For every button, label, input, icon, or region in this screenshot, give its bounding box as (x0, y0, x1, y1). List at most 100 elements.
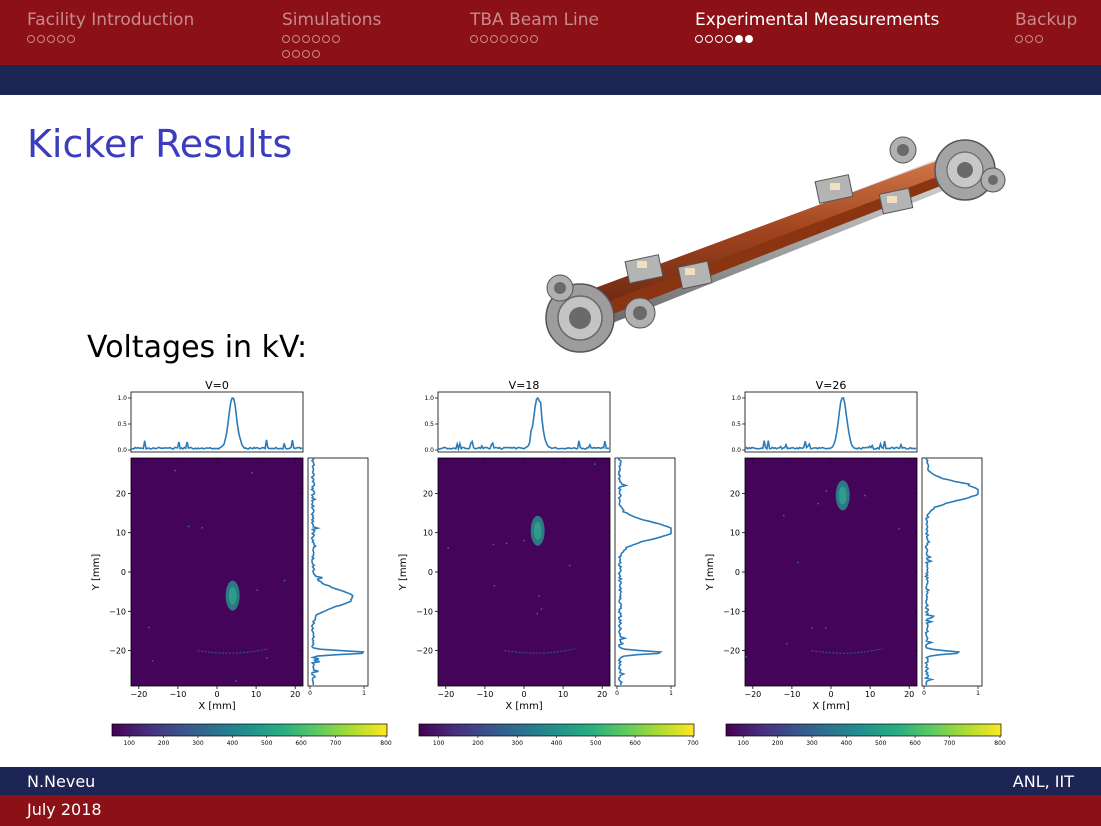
noise-pixel (864, 494, 866, 497)
nav-section-2[interactable]: Simulations (282, 10, 381, 60)
colorbar-tick-label: 700 (330, 740, 342, 747)
nav-dot[interactable] (735, 35, 743, 43)
x-profile-frame (744, 391, 918, 453)
colorbar-tick-label: 200 (472, 740, 484, 747)
nav-dot[interactable] (312, 35, 320, 43)
nav-dot[interactable] (292, 35, 300, 43)
y-profile-line (309, 457, 365, 686)
section-navigation (0, 0, 1101, 65)
nav-progress-dots (1015, 31, 1077, 45)
y-profile-tick-label: 1 (362, 690, 366, 697)
colorbar-tick-label: 200 (772, 740, 784, 747)
nav-dot[interactable] (1025, 35, 1033, 43)
nav-dot[interactable] (312, 50, 320, 58)
nav-dot[interactable] (470, 35, 478, 43)
nav-dot[interactable] (530, 35, 538, 43)
noise-pixel (505, 542, 508, 545)
colorbar (111, 723, 388, 737)
nav-section-1[interactable]: Facility Introduction (27, 10, 194, 45)
colorbar-tick-label: 400 (841, 740, 853, 747)
nav-dot[interactable] (47, 35, 55, 43)
nav-section-3[interactable]: TBA Beam Line (470, 10, 599, 45)
nav-dot[interactable] (725, 35, 733, 43)
x-tick-label: 20 (290, 690, 300, 699)
noise-pixel (148, 626, 150, 629)
colorbar-tick-label: 600 (629, 740, 641, 747)
x-profile-tick-label: 1.0 (731, 395, 741, 402)
colorbar-tick-label: 800 (994, 740, 1006, 747)
nav-dot[interactable] (1035, 35, 1043, 43)
heatmap-background (130, 457, 304, 687)
noise-pixel (538, 595, 540, 597)
nav-dot[interactable] (715, 35, 723, 43)
x-tick-label: 10 (251, 690, 261, 699)
x-profile-tick-label: 0.0 (117, 447, 127, 454)
nav-section-label: Simulations (282, 10, 382, 30)
nav-dot[interactable] (282, 50, 290, 58)
noise-pixel (825, 490, 828, 492)
nav-section-label: Backup (1015, 10, 1078, 30)
nav-dot[interactable] (27, 35, 35, 43)
chart-title: V=0 (205, 379, 229, 392)
noise-pixel (174, 469, 177, 472)
colorbar-tick-label: 300 (192, 740, 204, 747)
nav-dot[interactable] (302, 50, 310, 58)
nav-dot[interactable] (745, 35, 753, 43)
x-profile-tick-label: 0.5 (424, 421, 434, 428)
y-tick-label: −20 (723, 647, 740, 656)
y-profile-tick-label: 0 (922, 690, 926, 697)
nav-dot[interactable] (67, 35, 75, 43)
x-tick-label: −10 (476, 690, 493, 699)
noise-pixel (523, 539, 525, 542)
noise-pixel (811, 627, 813, 629)
y-axis-label: Y [mm] (398, 554, 409, 592)
x-tick-label: 0 (521, 690, 526, 699)
colorbar-tick-label: 400 (227, 740, 239, 747)
y-axis-label: Y [mm] (705, 554, 716, 592)
noise-pixel (266, 657, 268, 659)
colorbar-tick-label: 600 (909, 740, 921, 747)
chart-title: V=26 (816, 379, 847, 392)
nav-section-4[interactable]: Experimental Measurements (695, 10, 939, 45)
nav-dot[interactable] (292, 50, 300, 58)
y-profile-line (923, 457, 979, 686)
nav-dot[interactable] (37, 35, 45, 43)
nav-dot[interactable] (510, 35, 518, 43)
noise-pixel (235, 680, 237, 682)
nav-dot[interactable] (282, 35, 290, 43)
chart-title: V=18 (509, 379, 540, 392)
nav-progress-dots (282, 46, 381, 60)
colorbar-tick-label: 500 (261, 740, 273, 747)
nav-section-label: TBA Beam Line (470, 10, 600, 30)
noise-pixel (783, 514, 785, 517)
noise-pixel (568, 564, 571, 567)
x-profile-line (744, 397, 917, 451)
nav-dot[interactable] (57, 35, 65, 43)
nav-dot[interactable] (500, 35, 508, 43)
nav-dot[interactable] (332, 35, 340, 43)
colorbar (725, 723, 1002, 737)
nav-dot[interactable] (520, 35, 528, 43)
y-tick-label: −10 (109, 607, 126, 616)
screen-arc (811, 648, 882, 654)
nav-dot[interactable] (695, 35, 703, 43)
beam-spot (225, 580, 240, 611)
nav-dot[interactable] (302, 35, 310, 43)
nav-dot[interactable] (1015, 35, 1023, 43)
y-tick-label: 10 (730, 529, 740, 538)
nav-dot[interactable] (322, 35, 330, 43)
nav-section-5[interactable]: Backup (1015, 10, 1077, 45)
y-tick-label: 20 (730, 489, 740, 498)
nav-dot[interactable] (705, 35, 713, 43)
y-tick-label: −10 (723, 607, 740, 616)
nav-progress-dots (282, 31, 381, 45)
x-axis-label: X [mm] (505, 701, 542, 712)
heatmap-background (744, 457, 918, 687)
x-tick-label: 10 (558, 690, 568, 699)
nav-dot[interactable] (480, 35, 488, 43)
heatmap-background (437, 457, 611, 687)
colorbar-tick-label: 300 (806, 740, 818, 747)
footer-affiliation: ANL, IIT (1012, 772, 1074, 791)
nav-dot[interactable] (490, 35, 498, 43)
